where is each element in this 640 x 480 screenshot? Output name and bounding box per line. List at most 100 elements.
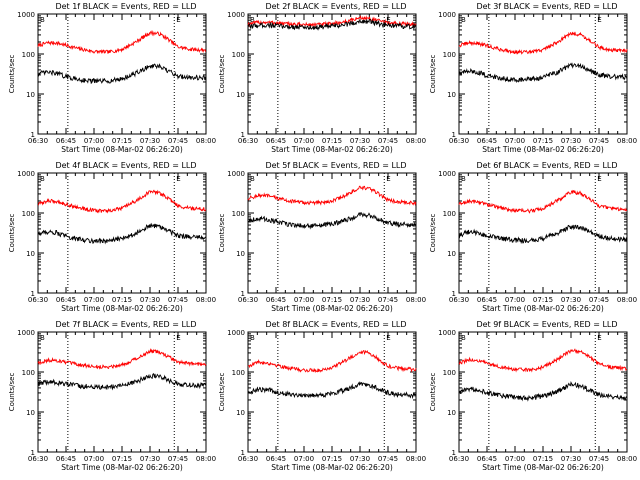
chart-4-series-events [37,222,207,245]
chart-6-marker-b: B [461,175,466,183]
chart-5-series-lld [247,185,417,206]
chart-2-xtick-label: 07:15 [322,137,342,145]
chart-1-xtick-label: 06:30 [28,137,48,145]
chart-9-ytick-label: 1 [452,449,456,457]
chart-9-title: Det 9f BLACK = Events, RED = LLD [476,320,617,329]
chart-9-xlabel: Start Time (08-Mar-02 06:26:20) [482,463,604,472]
chart-4-series-lld [38,189,207,214]
chart-7-ytick-label: 1000 [17,329,35,337]
chart-5-ytick-label: 1 [241,290,245,298]
chart-8-panel: Det 8f BLACK = Events, RED = LLD 1 10 100 10… [218,320,426,472]
chart-2-ytick-label: 100 [232,51,245,59]
chart-4-xlabel: Start Time (08-Mar-02 06:26:20) [61,304,183,313]
chart-9-ytick-label: 1000 [438,329,456,337]
chart-4-xtick-label: 08:00 [196,296,216,304]
chart-3-xtick-label: 07:15 [533,137,553,145]
chart-1-ytick-label: 10 [26,91,35,99]
chart-1-ytick-label: 1 [31,131,35,139]
chart-2-xtick-label: 07:45 [378,137,398,145]
chart-8-xtick-label: 08:00 [406,455,426,463]
chart-9-series-lld [458,348,628,373]
chart-8-xtick-label: 07:00 [294,455,314,463]
chart-3-marker-b: B [461,16,466,24]
chart-8-series-events [247,381,417,400]
chart-8-series-lld [247,349,417,374]
chart-2-ytick-label: 1000 [227,11,245,19]
chart-3-title: Det 3f BLACK = Events, RED = LLD [476,2,617,11]
chart-9-xtick-label: 06:30 [449,455,469,463]
chart-3-xlabel: Start Time (08-Mar-02 06:26:20) [482,145,604,154]
chart-5-ytick-label: 1000 [227,170,245,178]
chart-5-series-events [247,211,417,230]
chart-3-series-events [458,62,628,84]
chart-8-xtick-label: 06:45 [266,455,286,463]
chart-8-xtick-label: 07:30 [350,455,370,463]
chart-3-xtick-label: 06:45 [477,137,497,145]
chart-2-ylabel: Counts/sec [218,55,226,94]
chart-7-xtick-label: 06:45 [56,455,76,463]
chart-2-xtick-label: 06:45 [266,137,286,145]
chart-4-xtick-label: 06:30 [28,296,48,304]
chart-4-ytick-label: 10 [26,250,35,258]
chart-6-ylabel: Counts/sec [429,214,437,253]
chart-9-ytick-label: 10 [447,409,456,417]
chart-3-ytick-label: 10 [447,91,456,99]
chart-6-xlabel: Start Time (08-Mar-02 06:26:20) [482,304,604,313]
chart-8-xtick-label: 06:30 [238,455,258,463]
chart-4-ytick-label: 1000 [17,170,35,178]
chart-6-ytick-label: 1000 [438,170,456,178]
chart-9-xtick-label: 07:45 [589,455,609,463]
chart-7-series-lld [37,347,207,370]
chart-4-marker-b: B [40,175,45,183]
chart-1-xtick-label: 08:00 [196,137,216,145]
chart-9-xtick-label: 07:30 [561,455,581,463]
chart-8-xtick-label: 07:15 [322,455,342,463]
chart-7-xtick-label: 08:00 [196,455,216,463]
chart-9-xtick-label: 07:00 [505,455,525,463]
chart-1-title: Det 1f BLACK = Events, RED = LLD [55,2,196,11]
chart-7-marker-b: B [40,334,45,342]
chart-2-xtick-label: 07:00 [294,137,314,145]
chart-5-xtick-label: 06:45 [266,296,286,304]
chart-4-xtick-label: 07:15 [112,296,132,304]
chart-9-marker-b: B [461,334,466,342]
chart-5-xtick-label: 07:45 [378,296,398,304]
chart-3-xtick-label: 07:00 [505,137,525,145]
chart-7-ytick-label: 100 [22,369,35,377]
chart-7-ytick-label: 10 [26,409,35,417]
chart-3-series-lld [458,31,628,55]
chart-2-xtick-label: 08:00 [406,137,426,145]
chart-5-ylabel: Counts/sec [218,214,226,253]
chart-6-ytick-label: 1 [452,290,456,298]
chart-4-xtick-label: 07:30 [140,296,160,304]
chart-2-ytick-label: 10 [236,91,245,99]
chart-8-ytick-label: 100 [232,369,245,377]
chart-3-ytick-label: 100 [443,51,456,59]
chart-7-xlabel: Start Time (08-Mar-02 06:26:20) [61,463,183,472]
chart-9-xtick-label: 06:45 [477,455,497,463]
chart-4-panel: Det 4f BLACK = Events, RED = LLD 1 10 100 10… [8,161,216,313]
chart-2-series-events [247,18,417,31]
chart-7-title: Det 7f BLACK = Events, RED = LLD [55,320,196,329]
chart-6-ytick-label: 10 [447,250,456,258]
chart-6-series-lld [458,189,628,214]
chart-3-ylabel: Counts/sec [429,55,437,94]
chart-7-xtick-label: 07:45 [168,455,188,463]
chart-9-series-events [458,380,628,402]
chart-2-xtick-label: 06:30 [238,137,258,145]
chart-3-panel: Det 3f BLACK = Events, RED = LLD 1 10 100 10… [429,2,637,154]
chart-7-xtick-label: 07:00 [84,455,104,463]
chart-7-marker-e: E [176,334,180,342]
chart-2-panel: Det 2f BLACK = Events, RED = LLD 1 10 100 10… [218,2,426,154]
chart-6-xtick-label: 07:30 [561,296,581,304]
chart-1-series-lld [37,30,207,55]
chart-4-title: Det 4f BLACK = Events, RED = LLD [55,161,196,170]
chart-5-marker-b: B [250,175,255,183]
chart-1-xtick-label: 07:00 [84,137,104,145]
chart-5-ytick-label: 10 [236,250,245,258]
chart-6-series-events [458,224,628,245]
chart-5-ytick-label: 100 [232,210,245,218]
chart-6-xtick-label: 06:45 [477,296,497,304]
chart-6-panel: Det 6f BLACK = Events, RED = LLD 1 10 100 10… [429,161,637,313]
